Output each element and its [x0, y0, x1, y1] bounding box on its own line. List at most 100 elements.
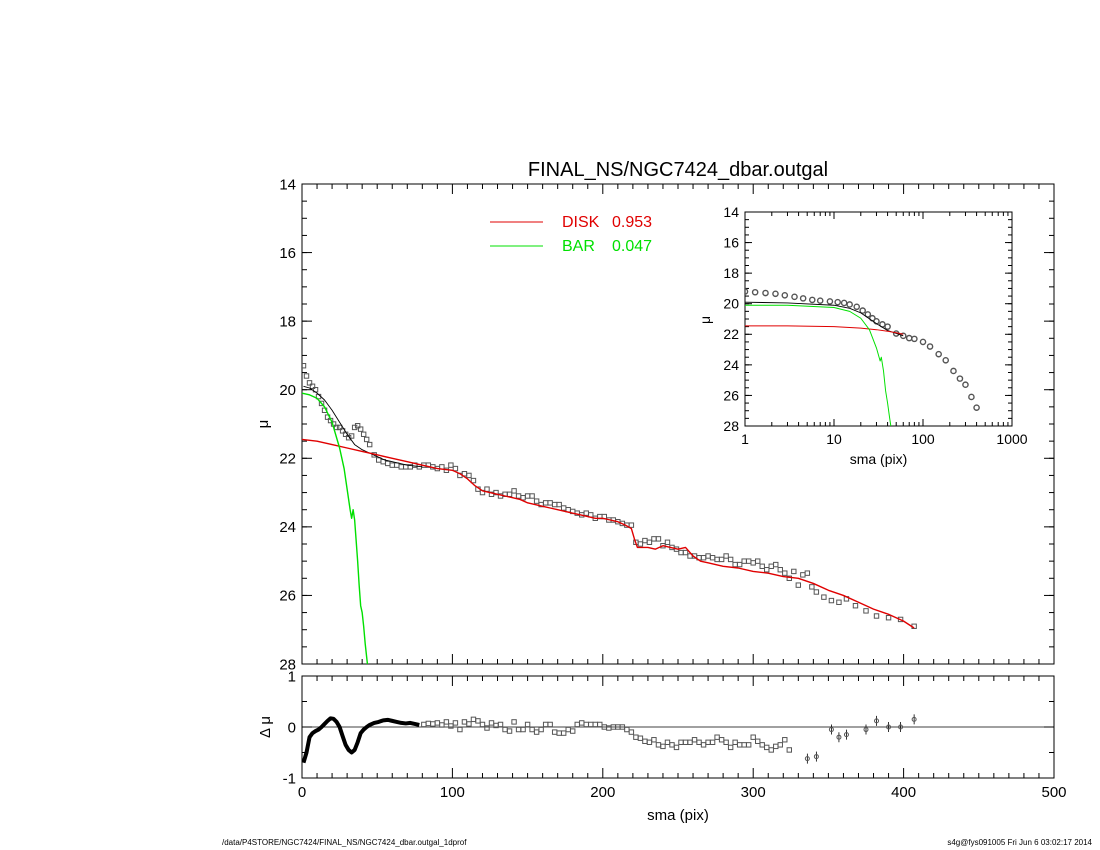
main-data-point [394, 462, 400, 468]
residual-residual-points-point [755, 738, 761, 744]
residual-residual-points-point [497, 721, 504, 728]
main-data-point [705, 553, 711, 559]
main-ytick-label: 14 [279, 176, 296, 193]
main-ytick-label: 28 [279, 656, 296, 673]
residual-residual-points-point [736, 742, 743, 748]
residual-xlabel: sma (pix) [647, 807, 709, 824]
legend-disk-label: DISK [562, 214, 600, 231]
main-data-point [755, 558, 761, 564]
residual-residual-points-point [448, 723, 454, 729]
main-data-point [542, 500, 549, 506]
residual-residual-points-point [773, 743, 779, 750]
main-data-point [745, 558, 752, 564]
residual-residual-points-point [574, 721, 580, 728]
main-data-point [389, 462, 395, 468]
inset-ytick-label: 24 [723, 357, 739, 373]
main-data-point [336, 424, 343, 431]
legend-bar-value: 0.047 [612, 238, 652, 255]
main-data-point [709, 555, 716, 561]
main-data-point [651, 536, 657, 542]
residual-residual-points-point [421, 721, 427, 728]
inset-data-point [973, 404, 980, 411]
residual-residual-points-point [741, 742, 747, 748]
residual-residual-points-point [470, 716, 477, 723]
main-data-point [750, 560, 756, 566]
inset-xlabel: sma (pix) [850, 451, 908, 467]
residual-residual-errorbars-point [828, 727, 834, 733]
residual-residual-points-point [782, 737, 788, 743]
main-ytick-label: 24 [279, 519, 296, 536]
residual-residual-points-point [556, 730, 562, 736]
main-data-point [723, 553, 729, 559]
main-data-point [551, 501, 558, 508]
inset-data-point [772, 290, 779, 298]
residual-ytick-label: 0 [288, 719, 296, 736]
main-ytick-label: 18 [279, 313, 296, 330]
main-data-point [791, 568, 797, 575]
main-data-point [773, 561, 779, 568]
residual-residual-points-point [588, 721, 594, 728]
residual-residual-points-point [628, 729, 635, 735]
residual-residual-points-point [624, 726, 630, 733]
main-data-point [348, 433, 355, 439]
residual-residual-points-point [691, 737, 698, 743]
main-data-point [520, 495, 526, 501]
residual-residual-points-point [714, 734, 720, 740]
inset-xtick-label: 1 [741, 431, 749, 447]
main-data-point [366, 441, 373, 448]
main-data-point [714, 556, 720, 563]
residual-residual-points-point [777, 742, 783, 748]
main-data-point [302, 363, 307, 369]
residual-residual-points-point [655, 742, 662, 748]
inset-series-group [745, 288, 980, 426]
main-data-point [682, 549, 689, 556]
inset-data-point [826, 298, 834, 305]
main-data-point [655, 536, 662, 542]
residual-residual-errorbars-point [836, 734, 842, 740]
residual-xtick-label: 500 [1041, 784, 1066, 801]
main-data-point [511, 488, 517, 494]
residual-residual-points-point [709, 739, 716, 745]
residual-residual-points-point [425, 720, 432, 727]
main-data-point [583, 510, 589, 516]
inset-ylabel: μ [697, 316, 713, 324]
residual-xtick-label: 300 [741, 784, 766, 801]
residual-residual-points-point [529, 726, 535, 733]
residual-ylabel: Δ μ [257, 716, 274, 738]
inset-data-point [781, 292, 789, 299]
residual-residual-errorbars-point [813, 754, 819, 760]
main-data-point [700, 555, 707, 561]
inset-data-point [968, 393, 975, 401]
residual-residual-points-point [646, 739, 653, 745]
main-data-point [556, 501, 562, 508]
residual-residual-points-point [768, 747, 774, 753]
inset-data-point [840, 299, 848, 307]
residual-xtick-label: 200 [590, 784, 615, 801]
inset-ytick-label: 22 [723, 326, 739, 342]
main-data-point [306, 380, 313, 386]
main-data-point [836, 599, 842, 605]
main-data-point [547, 500, 553, 506]
main-ytick-label: 22 [279, 451, 296, 468]
main-data-point [303, 373, 310, 379]
inset-data-point [853, 303, 861, 311]
main-data-point [777, 567, 783, 573]
residual-residual-points-point [479, 721, 486, 728]
residual-residual-errorbars-point [911, 716, 917, 722]
residual-residual-errorbars-point [863, 727, 869, 733]
residual-residual-points-point [551, 729, 558, 735]
main-data-point [764, 567, 770, 573]
main-data-point [664, 539, 671, 545]
main-data-point [885, 615, 892, 621]
inset-ytick-label: 20 [723, 296, 739, 312]
inset-data-point [942, 356, 950, 364]
main-data-point [333, 424, 340, 431]
main-data-point [732, 561, 738, 568]
main-data-point [741, 558, 747, 564]
main-data-point [759, 563, 765, 569]
residual-residual-points-point [660, 743, 666, 750]
main-data-point [873, 613, 880, 619]
inset-ytick-label: 18 [723, 265, 739, 281]
inset-data-point [834, 298, 841, 306]
